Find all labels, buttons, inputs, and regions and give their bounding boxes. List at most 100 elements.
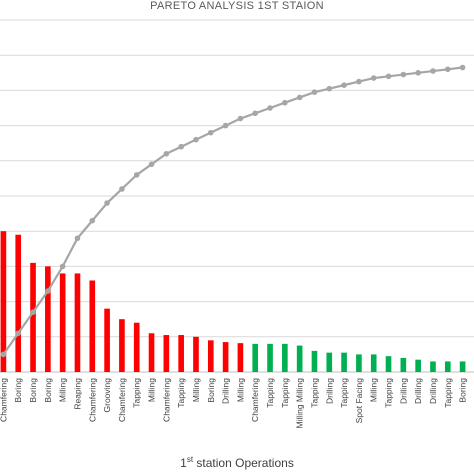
cumulative-point: [148, 161, 155, 168]
x-axis-title-sup: st: [186, 455, 194, 464]
cumulative-point: [311, 89, 318, 95]
x-tick-label: Tapping: [176, 378, 186, 408]
cumulative-polyline: [2, 66, 463, 356]
x-tick-label: Milling: [191, 378, 201, 402]
bar: [400, 357, 407, 372]
x-tick-label: Grooving: [102, 378, 112, 413]
cumulative-point: [133, 172, 140, 178]
bar: [45, 266, 51, 372]
cumulative-point: [237, 115, 244, 122]
x-tick-label: Milling: [235, 378, 245, 402]
bar: [178, 335, 184, 372]
cumulative-point: [282, 99, 288, 106]
bar: [267, 343, 273, 372]
bar: [252, 343, 259, 372]
cumulative-point: [0, 351, 7, 358]
cumulative-point: [89, 217, 96, 224]
cumulative-point: [400, 71, 407, 78]
cumulative-point: [252, 110, 259, 117]
cumulative-point: [207, 129, 214, 136]
cumulative-point: [444, 66, 451, 73]
bar: [444, 361, 451, 372]
bar: [326, 352, 333, 372]
bar: [163, 335, 170, 372]
bar: [30, 262, 36, 372]
bar: [459, 361, 466, 372]
x-tick-label: Boring: [458, 378, 468, 403]
bar: [311, 350, 318, 372]
bar: [222, 342, 229, 372]
bar: [133, 322, 140, 372]
x-tick-label: Milling: [147, 378, 157, 402]
cumulative-point: [430, 68, 436, 74]
x-tick-label: Chamfering: [117, 378, 127, 422]
cumulative-point: [385, 73, 392, 80]
x-tick-label: Chamfering: [0, 378, 8, 422]
cumulative-point: [178, 143, 184, 150]
bar: [119, 319, 125, 372]
x-tick-label: Chamfering: [250, 378, 260, 422]
x-tick-label: Drilling: [413, 378, 423, 404]
x-tick-label: Tapping: [309, 378, 319, 408]
bar: [415, 359, 421, 372]
bar: [282, 343, 288, 372]
cumulative-point: [415, 70, 421, 76]
x-tick-label: Boring: [13, 378, 23, 403]
x-tick-label: Tapping: [443, 378, 453, 408]
bar: [104, 308, 110, 372]
cumulative-point: [15, 330, 22, 337]
x-axis-title-rest: station Operations: [193, 456, 294, 470]
x-tick-label: Milling: [58, 378, 68, 402]
bar: [385, 356, 392, 372]
x-tick-label: Chamfering: [161, 378, 171, 422]
cumulative-point: [104, 200, 110, 206]
cumulative-point: [30, 309, 36, 315]
bar: [370, 354, 377, 372]
cumulative-point: [163, 150, 170, 157]
x-tick-label: Boring: [28, 378, 38, 403]
bar: [296, 345, 303, 372]
x-tick-label: Tapping: [132, 378, 142, 408]
cumulative-point: [222, 122, 229, 129]
cumulative-point: [356, 78, 362, 85]
bar: [207, 340, 214, 372]
x-tick-label: Drilling: [324, 378, 334, 404]
x-tick-label: Drilling: [428, 378, 438, 404]
x-tick-label: Milling Milling: [295, 378, 305, 429]
cumulative-point: [370, 75, 377, 81]
cumulative-point: [267, 105, 273, 111]
x-tick-label: Drilling: [398, 378, 408, 404]
bar: [341, 352, 347, 372]
x-axis-title: 1st station Operations: [0, 455, 474, 470]
bar: [237, 343, 244, 372]
x-tick-label: Tapping: [384, 378, 394, 408]
x-tick-label: Drilling: [221, 378, 231, 404]
x-axis-title-prefix: 1: [180, 456, 187, 470]
x-tick-label: Boring: [206, 378, 216, 403]
x-tick-labels: Chamfering Boring Boring Boring Milling Reapi…: [0, 378, 468, 429]
x-tick-label: Boring: [43, 378, 53, 403]
bar: [74, 273, 81, 372]
cumulative-line: [0, 64, 466, 358]
x-tick-label: Milling: [369, 378, 379, 402]
cumulative-point: [459, 64, 466, 71]
chart-title: PARETO ANALYSIS 1ST STAION: [150, 0, 324, 12]
bar: [89, 280, 96, 372]
bar: [356, 354, 362, 372]
cumulative-point: [341, 82, 347, 88]
cumulative-point: [326, 85, 333, 92]
cumulative-point: [296, 94, 303, 101]
cumulative-point: [119, 186, 125, 192]
bar: [15, 234, 22, 372]
bar: [0, 231, 7, 372]
x-tick-label: Tapping: [280, 378, 290, 408]
x-tick-label: Reaping: [72, 378, 82, 410]
x-tick-label: Chamfering: [87, 378, 97, 422]
cumulative-point: [74, 235, 81, 242]
x-tick-label: Spot Facing: [354, 378, 364, 424]
bars: [0, 231, 466, 372]
cumulative-point: [59, 263, 66, 270]
bar: [148, 333, 155, 372]
cumulative-point: [45, 288, 51, 294]
